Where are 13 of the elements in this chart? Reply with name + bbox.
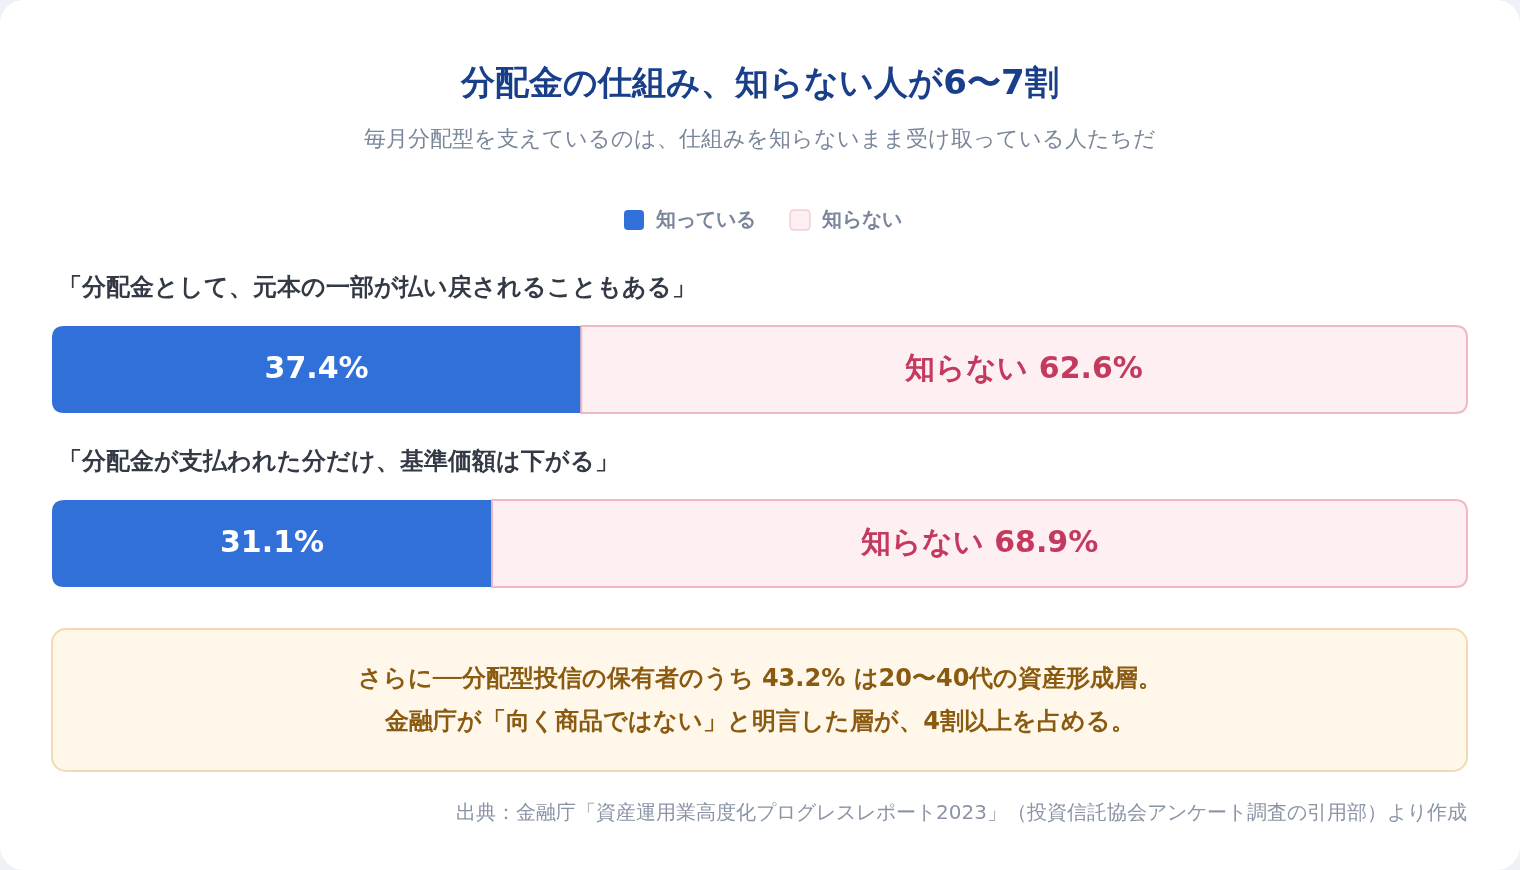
data-label: 知らない 68.9% — [859, 524, 1099, 559]
data-label: 37.4% — [264, 350, 369, 385]
text: 金融庁が「向く商品ではない」と明言した層が、4割以上を占める。 — [384, 706, 1135, 735]
source-note: 出典：金融庁「資産運用業高度化プログレスレポート2023」（投資信託協会アンケート調査の引用部）より作成 — [456, 799, 1467, 824]
data-label: 知らない 62.6% — [904, 350, 1143, 385]
legend-label: 知っている — [655, 206, 756, 231]
data-label: 31.1% — [219, 524, 325, 559]
legend-label: 知らない — [821, 206, 902, 231]
y-tick-label: 「分配金として、元本の一部が払い戻されることもある」 — [58, 273, 696, 301]
y-tick-label: 「分配金が支払われた分だけ、基準価額は下がる」 — [58, 447, 619, 475]
chart-subtitle: 毎月分配型を支えているのは、仕組みを知らないまま受け取っている人たちだ — [364, 126, 1156, 151]
text: さらに──分配型投信の保有者のうち 43.2% は20〜40代の資産形成層。 — [357, 663, 1163, 692]
chart-title: 分配金の仕組み、知らない人が6〜7割 — [460, 61, 1059, 102]
